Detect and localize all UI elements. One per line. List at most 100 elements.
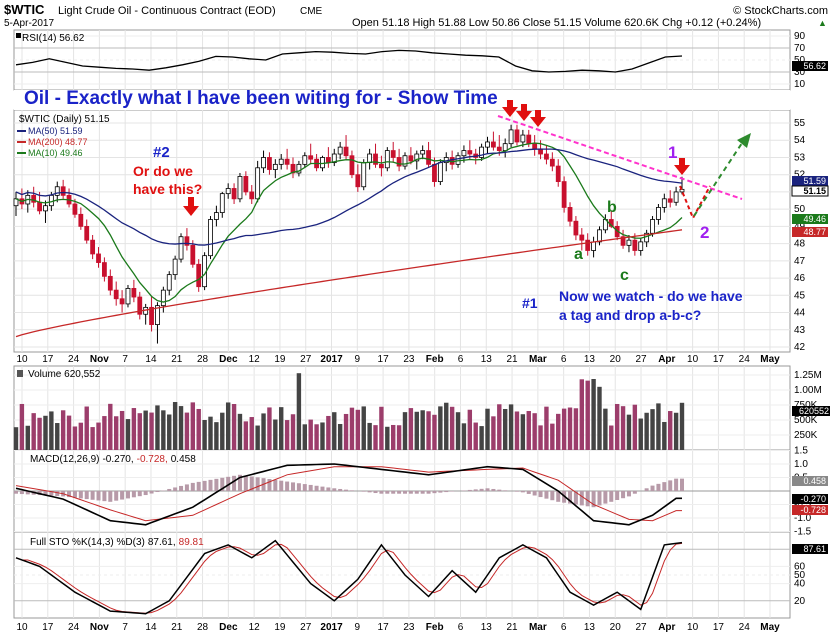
- candle: [96, 247, 101, 268]
- macd-histogram-bar: [438, 491, 443, 493]
- volume-bar: [137, 413, 142, 450]
- macd-histogram-bar: [267, 479, 272, 491]
- up-arrow-icon: [737, 133, 751, 148]
- candle: [367, 148, 373, 170]
- y-tick-label: 70: [794, 43, 806, 54]
- macd-histogram-bar: [538, 491, 543, 498]
- volume-bar: [237, 413, 243, 450]
- x-tick-label: 9: [355, 622, 361, 633]
- volume-bar: [385, 426, 390, 450]
- candle: [502, 138, 508, 158]
- volume-bar: [561, 408, 567, 450]
- x-tick-label: 21: [507, 354, 519, 365]
- volume-bar: [190, 402, 196, 450]
- volume-bar: [337, 423, 343, 450]
- volume-bar: [320, 422, 325, 450]
- candle-body: [667, 198, 673, 203]
- x-tick-label: 19: [274, 354, 286, 365]
- candle-body: [626, 239, 632, 246]
- macd-histogram-bar: [338, 488, 343, 491]
- candle: [60, 179, 66, 199]
- macd-histogram-bar: [285, 481, 290, 491]
- candle: [143, 303, 149, 325]
- macd-histogram-bar: [532, 491, 537, 496]
- volume-bar: [196, 408, 201, 450]
- candle-body: [373, 153, 378, 165]
- macd-histogram-bar: [556, 491, 561, 502]
- volume-bar: [556, 413, 561, 450]
- candle-body: [620, 236, 626, 246]
- x-tick-label: 7: [122, 622, 128, 633]
- x-tick-label: 17: [42, 354, 54, 365]
- volume-bar: [626, 414, 632, 450]
- candle-body: [384, 150, 390, 169]
- candle-body: [60, 186, 66, 196]
- close-tag: [791, 185, 829, 197]
- wave-1: 1: [668, 143, 677, 162]
- volume-bar: [573, 408, 579, 450]
- candle-body: [673, 191, 679, 203]
- volume-bar: [267, 407, 272, 450]
- svg-text:56.62: 56.62: [803, 61, 826, 71]
- copyright: © StockCharts.com: [733, 5, 828, 17]
- volume-bar: [31, 413, 36, 450]
- volume-bar: [361, 406, 366, 450]
- macd-histogram-bar: [214, 478, 219, 491]
- candle: [13, 191, 19, 217]
- svg-text:87.61: 87.61: [803, 544, 826, 554]
- price-candles: [13, 124, 685, 344]
- candle: [107, 269, 113, 296]
- x-tick-label: 20: [610, 354, 622, 365]
- candle-body: [296, 163, 302, 174]
- macd-histogram-bar: [414, 491, 419, 494]
- candle-body: [43, 205, 48, 212]
- macd-histogram-bar: [161, 490, 166, 491]
- ma200-legend: MA(200) 48.77: [28, 137, 88, 147]
- volume-bar: [326, 415, 331, 450]
- macd-histogram-bar: [367, 491, 372, 493]
- volume-bar: [296, 373, 302, 450]
- macd-histogram-bar: [255, 477, 260, 491]
- exchange: CME: [300, 6, 323, 17]
- candle-body: [225, 188, 231, 195]
- candle: [396, 148, 402, 172]
- volume-bar: [520, 414, 526, 450]
- volume-bar: [438, 406, 443, 450]
- x-tick-label: Dec: [219, 622, 238, 633]
- candle-body: [48, 194, 54, 207]
- x-tick-label: Apr: [658, 354, 675, 365]
- volume-bar: [102, 416, 107, 450]
- x-tick-label: Apr: [658, 622, 675, 633]
- volume-bar: [426, 411, 431, 450]
- macd-lines: [14, 463, 684, 526]
- candle-body: [155, 305, 160, 325]
- macd-histogram-bar: [626, 491, 631, 497]
- macd-histogram-bar: [632, 491, 637, 494]
- y-tick-label: 250K: [794, 430, 818, 441]
- macd-histogram-bar: [190, 482, 195, 491]
- y-tick-label: 53: [794, 152, 806, 163]
- down-arrows: [183, 100, 690, 216]
- x-tick-label: 10: [687, 354, 699, 365]
- macd-histogram-bar: [526, 491, 531, 494]
- y-tick-label: 54: [794, 135, 806, 146]
- macd-tag: [792, 494, 828, 504]
- y-tick-label: 50: [794, 55, 806, 66]
- candle: [155, 302, 160, 344]
- volume-bar: [131, 408, 137, 450]
- hist-tag: [792, 476, 828, 486]
- ma10-line: [15, 142, 683, 303]
- candle-body: [426, 150, 431, 165]
- candle: [591, 236, 596, 258]
- down-arrow-icon: [530, 110, 546, 127]
- volume-bar: [119, 410, 125, 450]
- candle-body: [196, 263, 202, 288]
- volume-bar: [125, 419, 131, 450]
- macd-histogram-bar: [237, 474, 242, 491]
- x-tick-label: 7: [122, 354, 128, 365]
- macd-histogram-bar: [25, 491, 30, 495]
- candle-body: [72, 203, 78, 215]
- volume-bar: [349, 407, 355, 450]
- volume-bar: [149, 412, 154, 450]
- rsi-legend: RSI(14) 56.62: [22, 33, 85, 44]
